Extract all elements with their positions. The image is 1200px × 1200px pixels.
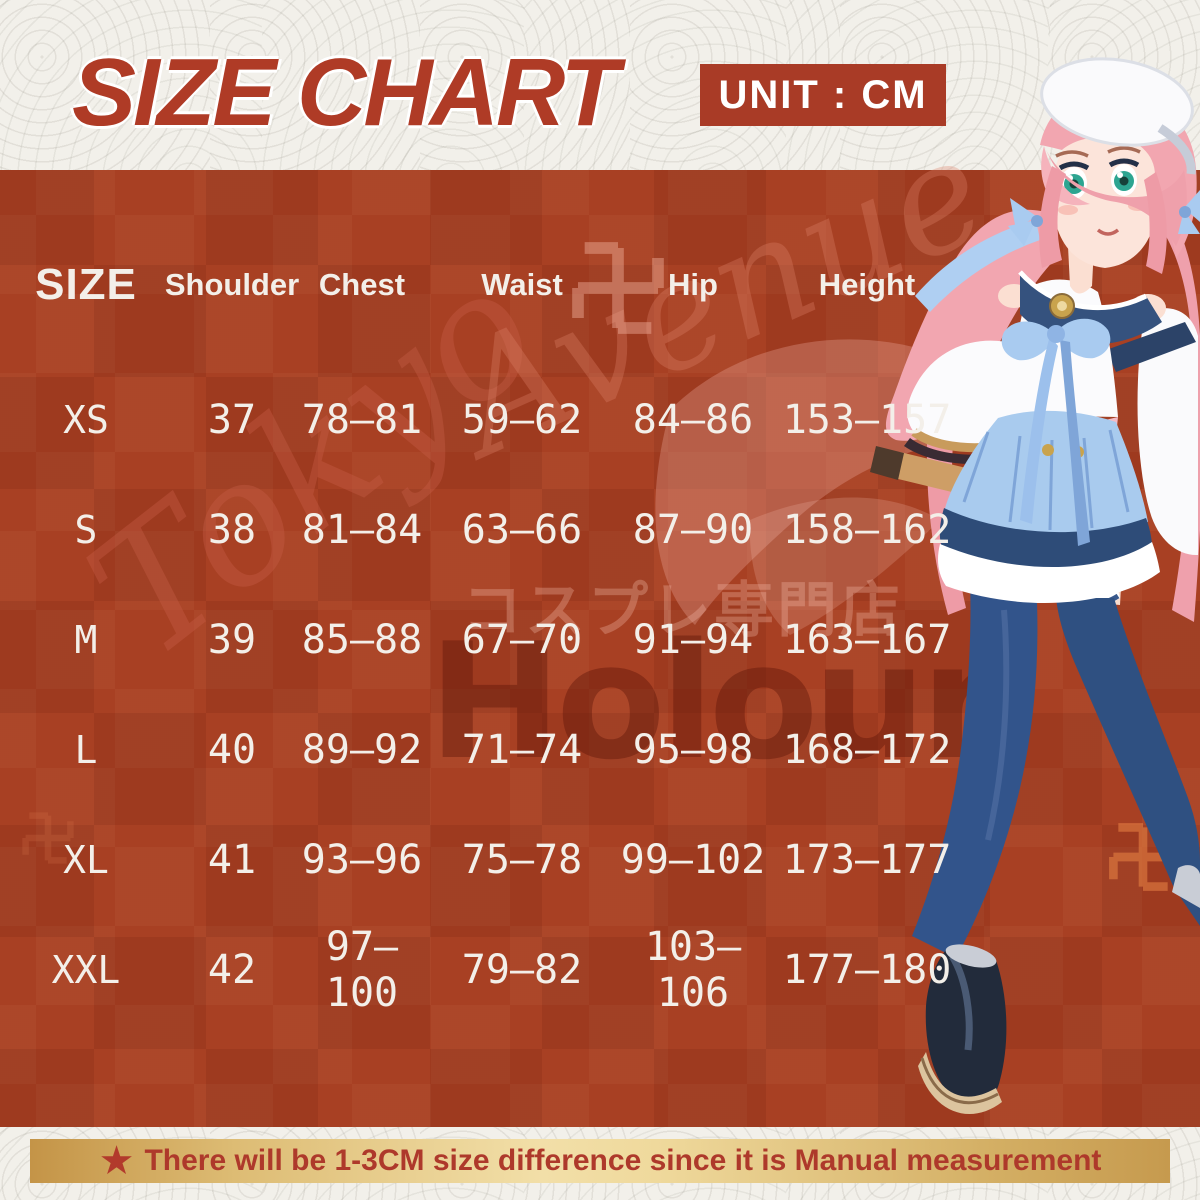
size-label: XS: [63, 398, 109, 442]
table-row: M 39 85–88 67–70 91–94 163–167: [0, 605, 960, 675]
table-cell: 42: [207, 947, 257, 993]
manji-watermark-icon: [22, 812, 74, 864]
table-cell: 40: [207, 727, 257, 773]
note-bar: ★ There will be 1-3CM size difference si…: [30, 1139, 1170, 1183]
table-cell: 37: [207, 397, 257, 443]
table-cell: 93–96: [301, 837, 423, 883]
measurement-note: There will be 1-3CM size difference sinc…: [144, 1144, 1102, 1177]
table-cell: 85–88: [301, 617, 423, 663]
unit-badge: UNIT : CM: [700, 64, 946, 126]
table-cell: 41: [207, 837, 257, 883]
column-header-shoulder: Shoulder: [164, 267, 300, 302]
table-row: S 38 81–84 63–66 87–90 158–162: [0, 495, 960, 565]
table-cell: 91–94: [632, 617, 754, 663]
table-cell: 97–100: [325, 924, 399, 1016]
column-header-height: Height: [818, 267, 916, 302]
table-cell: 103–106: [644, 924, 742, 1016]
table-cell: 78–81: [301, 397, 423, 443]
unit-label: UNIT : CM: [718, 72, 928, 117]
table-row: XS 37 78–81 59–62 84–86 153–157: [0, 385, 960, 455]
table-cell: 39: [207, 617, 257, 663]
table-cell: 87–90: [632, 507, 754, 553]
column-header-waist: Waist: [481, 267, 563, 302]
column-header-chest: Chest: [318, 267, 406, 302]
table-cell: 75–78: [461, 837, 583, 883]
size-label: XXL: [51, 948, 121, 992]
table-cell: 89–92: [301, 727, 423, 773]
column-header-size: SIZE: [35, 260, 137, 309]
table-cell: 99–102: [620, 837, 766, 883]
size-label: L: [74, 728, 98, 772]
table-cell: 177–180: [782, 947, 952, 993]
table-row: XL 41 93–96 75–78 99–102 173–177: [0, 825, 960, 895]
table-cell: 84–86: [632, 397, 754, 443]
size-label: S: [74, 508, 98, 552]
table-cell: 67–70: [461, 617, 583, 663]
header-band: [0, 0, 1200, 170]
table-cell: 158–162: [782, 507, 952, 553]
table-cell: 71–74: [461, 727, 583, 773]
table-row: XXL 42 97–100 79–82 103–106 177–180: [0, 924, 960, 1016]
table-header-row: SIZE Shoulder Chest Waist Hip Height: [0, 250, 960, 320]
table-cell: 163–167: [782, 617, 952, 663]
table-cell: 153–157: [782, 397, 952, 443]
manji-watermark-icon: [572, 242, 664, 334]
manji-watermark-icon: [1109, 823, 1177, 891]
table-cell: 81–84: [301, 507, 423, 553]
table-cell: 59–62: [461, 397, 583, 443]
column-header-hip: Hip: [668, 267, 718, 302]
star-icon: ★: [98, 1138, 135, 1184]
page-title: SIZE CHART: [72, 39, 619, 146]
table-cell: 79–82: [461, 947, 583, 993]
table-cell: 38: [207, 507, 257, 553]
table-cell: 95–98: [632, 727, 754, 773]
table-cell: 168–172: [782, 727, 952, 773]
size-label: M: [74, 618, 98, 662]
table-cell: 63–66: [461, 507, 583, 553]
size-label: XL: [63, 838, 109, 882]
size-table: SIZE Shoulder Chest Waist Hip Height XS …: [0, 170, 960, 1127]
table-row: L 40 89–92 71–74 95–98 168–172: [0, 715, 960, 785]
table-cell: 173–177: [782, 837, 952, 883]
